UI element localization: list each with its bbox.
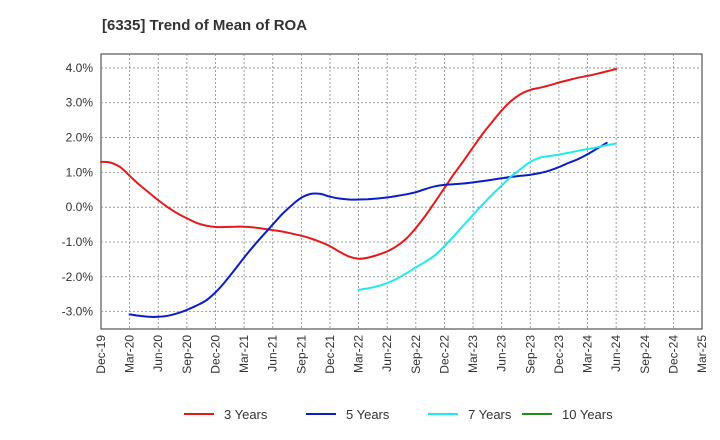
x-tick-label: Dec-21 [323,335,337,374]
series-line-5-years [128,141,608,318]
series-line-7-years [357,142,618,291]
legend: 3 Years 5 Years 7 Years 10 Years [184,407,613,422]
legend-label: 5 Years [346,407,390,422]
x-tick-label: Sep-21 [294,335,308,374]
x-tick-label: Mar-21 [237,335,251,373]
y-tick-label: 1.0% [66,165,94,179]
x-tick-label: Sep-20 [180,335,194,374]
y-tick-label: -2.0% [62,270,94,284]
x-tick-label: Dec-24 [666,335,680,374]
y-tick-label: 0.0% [66,200,94,214]
x-tick-label: Dec-19 [94,335,108,374]
x-axis-tick-labels: Dec-19 Mar-20 Jun-20 Sep-20 Dec-20 Mar-21 Jun-… [94,335,709,374]
x-tick-label: Mar-24 [581,335,595,373]
x-tick-label: Mar-25 [695,335,709,373]
legend-label: 10 Years [562,407,613,422]
series-line-3-years [100,68,618,260]
y-tick-label: -1.0% [62,235,94,249]
y-tick-label: 3.0% [66,96,94,110]
x-tick-label: Jun-21 [266,335,280,372]
y-tick-label: -3.0% [62,305,94,319]
legend-label: 3 Years [224,407,268,422]
x-tick-label: Sep-24 [638,335,652,374]
vertical-gridlines [129,54,674,329]
x-tick-label: Mar-23 [466,335,480,373]
y-axis-tick-labels: 4.0% 3.0% 2.0% 1.0% 0.0% -1.0% -2.0% -3.0% [62,61,94,319]
x-tick-label: Jun-20 [151,335,165,372]
x-tick-label: Jun-23 [495,335,509,372]
chart-title: [6335] Trend of Mean of ROA [102,17,307,34]
plot-frame [100,53,703,330]
x-tick-label: Dec-22 [437,335,451,374]
y-tick-label: 2.0% [66,131,94,145]
x-tick-label: Mar-20 [123,335,137,373]
x-tick-label: Jun-22 [380,335,394,372]
y-tick-label: 4.0% [66,61,94,75]
legend-label: 7 Years [468,407,512,422]
x-tick-label: Jun-24 [609,335,623,372]
x-tick-label: Sep-23 [523,335,537,374]
x-tick-label: Dec-20 [208,335,222,374]
x-tick-label: Mar-22 [352,335,366,373]
x-tick-label: Sep-22 [409,335,423,374]
series-lines [100,68,618,318]
x-tick-label: Dec-23 [552,335,566,374]
